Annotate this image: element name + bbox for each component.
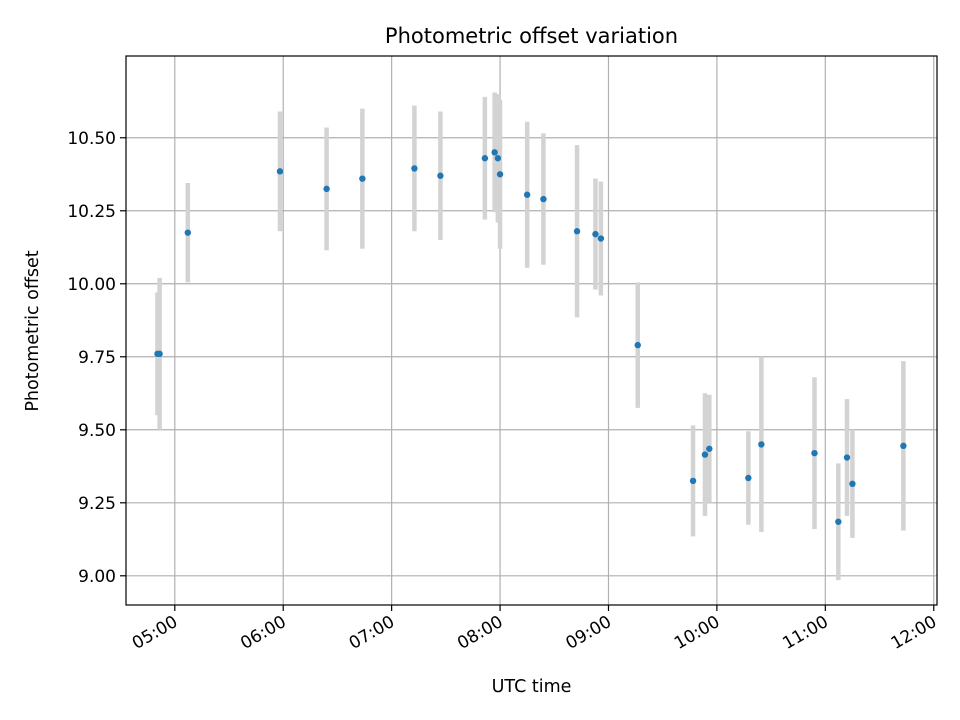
y-tick-label: 9.25 bbox=[78, 494, 116, 514]
data-point bbox=[758, 441, 765, 448]
y-axis-ticks: 9.00 9.25 9.50 9.75 10.00 10.25 10.50 bbox=[67, 129, 126, 587]
data-point bbox=[359, 175, 366, 182]
y-axis-label: Photometric offset bbox=[23, 250, 43, 411]
data-point bbox=[745, 474, 752, 482]
data-points bbox=[154, 149, 907, 525]
data-point bbox=[835, 518, 842, 525]
grid bbox=[126, 56, 937, 605]
y-tick-label: 9.50 bbox=[78, 421, 116, 441]
data-point bbox=[523, 191, 531, 198]
data-point bbox=[411, 165, 418, 172]
y-tick-label: 10.00 bbox=[67, 275, 116, 295]
data-point bbox=[592, 230, 599, 238]
data-point bbox=[437, 172, 444, 179]
data-point bbox=[323, 185, 330, 193]
data-point bbox=[156, 350, 163, 358]
data-point bbox=[481, 155, 489, 162]
chart-title: Photometric offset variation bbox=[385, 24, 678, 48]
y-tick-label: 10.50 bbox=[67, 129, 116, 149]
data-point bbox=[491, 149, 498, 156]
data-point bbox=[276, 168, 284, 175]
data-point bbox=[634, 341, 641, 349]
data-point bbox=[843, 454, 851, 461]
data-point bbox=[706, 445, 713, 452]
data-point bbox=[811, 449, 818, 457]
data-point bbox=[597, 235, 605, 242]
plot-frame bbox=[125, 55, 938, 606]
data-point bbox=[496, 171, 504, 178]
x-axis-label: UTC time bbox=[492, 677, 572, 697]
y-tick-label: 9.75 bbox=[78, 348, 116, 368]
data-point bbox=[573, 228, 581, 235]
data-point bbox=[540, 195, 547, 203]
data-point bbox=[900, 442, 907, 450]
data-point bbox=[701, 451, 709, 458]
y-tick-label: 9.00 bbox=[78, 567, 116, 587]
data-point bbox=[184, 229, 192, 236]
data-point bbox=[494, 155, 502, 162]
data-point bbox=[849, 480, 856, 488]
y-tick-label: 10.25 bbox=[67, 202, 116, 222]
data-point bbox=[689, 477, 697, 485]
